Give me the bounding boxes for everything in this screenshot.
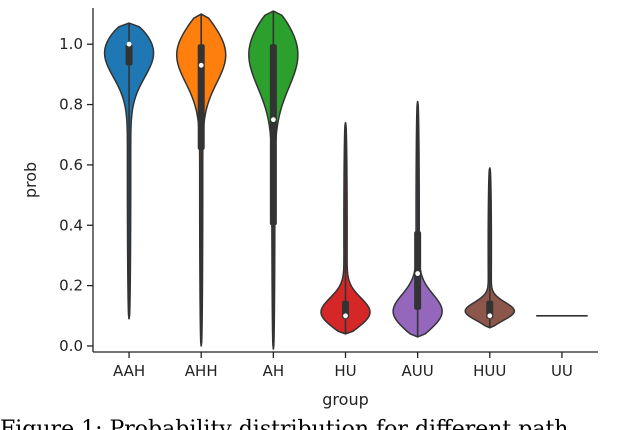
x-tick-label: AH [263,362,285,380]
violin-median-marker [270,117,276,123]
violin-hu [320,121,371,335]
violin-median-marker [126,41,132,47]
violin-iqr-box [197,44,205,150]
y-tick-label: 0.4 [59,216,83,234]
violin-median-marker [415,271,421,276]
x-ticks: AAH AHH AH HU AUU HUU UU [113,352,573,380]
x-tick-label: HU [334,362,356,380]
violin-auu [392,100,443,338]
x-tick-label: AHH [185,362,218,380]
violin-iqr-box [125,44,133,66]
x-tick-label: AUU [402,362,434,380]
violin-ah [248,10,299,350]
violins [103,10,588,350]
violin-iqr-box [414,231,422,310]
violin-median-marker [487,313,493,319]
violin-iqr-box [269,44,277,226]
violin-median-marker [198,62,204,68]
x-tick-label: HUU [473,362,506,380]
y-ticks: 0.0 0.2 0.4 0.6 0.8 1.0 [59,35,93,355]
y-tick-label: 0.0 [59,337,83,355]
y-axis-label: prob [21,162,40,198]
violin-ahh [175,13,227,347]
figure-caption: Figure 1: Probability distribution for d… [0,417,568,430]
y-tick-label: 0.6 [59,156,83,174]
x-tick-label: AAH [113,362,145,380]
x-tick-label: UU [551,362,573,380]
y-tick-label: 0.8 [59,96,83,114]
y-tick-label: 0.2 [59,277,83,295]
violin-huu [464,167,516,329]
y-tick-label: 1.0 [59,35,83,53]
violin-median-marker [343,313,348,319]
x-axis-label: group [322,390,368,409]
violin-aah [103,22,155,320]
